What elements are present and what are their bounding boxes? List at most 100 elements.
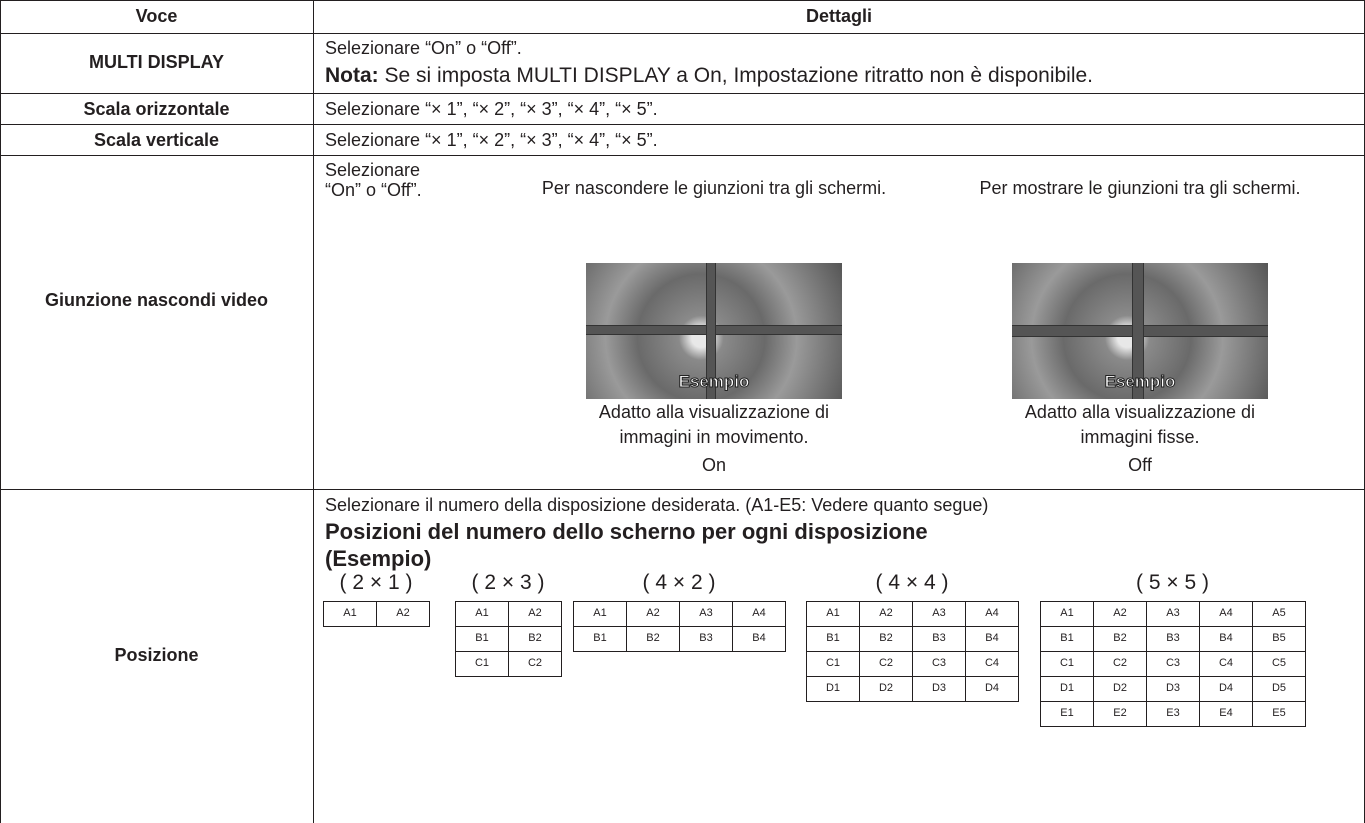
layout-cell: B2 [859, 626, 913, 652]
layout-cell: B1 [573, 626, 627, 652]
layout-cell: A5 [1252, 601, 1306, 627]
layout-cell: A1 [806, 601, 860, 627]
detail-text: “On” o “Off”. [325, 180, 422, 200]
border [0, 0, 1365, 1]
layout-cell: D2 [859, 676, 913, 702]
layout-cell: C4 [965, 651, 1019, 677]
layout-label: ( 4 × 2 ) [642, 571, 716, 594]
layout-cell: C3 [1146, 651, 1200, 677]
layout-cell: A1 [455, 601, 509, 627]
layout-cell: E4 [1199, 701, 1253, 727]
layout-cell: A3 [679, 601, 733, 627]
layout-cell: A3 [1146, 601, 1200, 627]
layout-cell: B3 [1146, 626, 1200, 652]
header-item: Voce [135, 6, 178, 26]
row-item: MULTI DISPLAY [88, 52, 224, 72]
layout-cell: A2 [1093, 601, 1147, 627]
note: Nota: Se si imposta MULTI DISPLAY a On, … [325, 64, 1093, 88]
panel-description: Adatto alla visualizzazione di [598, 402, 830, 422]
detail-text: Selezionare [325, 160, 421, 180]
layout-cell: A2 [626, 601, 680, 627]
layout-cell: C1 [1040, 651, 1094, 677]
layout-cell: A4 [1199, 601, 1253, 627]
seam [706, 263, 716, 399]
layout-cell: D2 [1093, 676, 1147, 702]
layout-cell: A1 [323, 601, 377, 627]
layout-cell: E5 [1252, 701, 1306, 727]
seam [1132, 263, 1144, 399]
layout-cell: D4 [1199, 676, 1253, 702]
subheading: (Esempio) [325, 546, 432, 571]
row-item: Posizione [114, 645, 199, 665]
panel-description: Adatto alla visualizzazione di [1024, 402, 1256, 422]
detail-text: Selezionare “On” o “Off”. [325, 38, 522, 58]
layout-cell: A2 [508, 601, 562, 627]
heading: Posizioni del numero dello scherno per o… [325, 519, 928, 544]
layout-cell: A2 [376, 601, 430, 627]
layout-cell: A4 [732, 601, 786, 627]
layout-cell: B3 [912, 626, 966, 652]
border [0, 0, 1, 823]
layout-cell: D3 [1146, 676, 1200, 702]
border [0, 124, 1365, 125]
layout-cell: A1 [1040, 601, 1094, 627]
border [0, 93, 1365, 94]
layout-cell: C1 [455, 651, 509, 677]
layout-cell: D1 [806, 676, 860, 702]
row-item: Scala verticale [93, 130, 220, 150]
detail-text: Selezionare “× 1”, “× 2”, “× 3”, “× 4”, … [325, 130, 658, 150]
layout-cell: C3 [912, 651, 966, 677]
layout-label: ( 2 × 1 ) [339, 571, 413, 594]
layout-cell: A2 [859, 601, 913, 627]
layout-cell: E3 [1146, 701, 1200, 727]
note-label: Nota: [325, 64, 379, 87]
layout-label: ( 4 × 4 ) [875, 571, 949, 594]
detail-text: Selezionare il numero della disposizione… [325, 495, 989, 515]
layout-cell: A4 [965, 601, 1019, 627]
layout-cell: C4 [1199, 651, 1253, 677]
image-label: Esempio [678, 372, 750, 392]
layout-cell: C2 [859, 651, 913, 677]
layout-cell: B5 [1252, 626, 1306, 652]
layout-cell: D5 [1252, 676, 1306, 702]
panel-caption: Per nascondere le giunzioni tra gli sche… [541, 178, 887, 198]
panel-mode: On [701, 455, 726, 475]
layout-cell: B1 [1040, 626, 1094, 652]
layout-label: ( 5 × 5 ) [1136, 571, 1209, 594]
layout-cell: A3 [912, 601, 966, 627]
layout-cell: E1 [1040, 701, 1094, 727]
panel-mode: Off [1128, 455, 1152, 475]
layout-cell: B4 [965, 626, 1019, 652]
layout-cell: B1 [455, 626, 509, 652]
border [313, 0, 314, 823]
layout-cell: B2 [508, 626, 562, 652]
layout-cell: B4 [1199, 626, 1253, 652]
layout-cell: B3 [679, 626, 733, 652]
row-item: Scala orizzontale [83, 99, 230, 119]
border [0, 155, 1365, 156]
layout-cell: C2 [508, 651, 562, 677]
layout-cell: C2 [1093, 651, 1147, 677]
layout-cell: C1 [806, 651, 860, 677]
panel-caption: Per mostrare le giunzioni tra gli scherm… [979, 178, 1301, 198]
border [0, 33, 1365, 34]
image-label: Esempio [1104, 372, 1176, 392]
layout-cell: B1 [806, 626, 860, 652]
border [0, 489, 1365, 490]
panel-description: immagini in movimento. [619, 427, 809, 447]
layout-cell: B2 [1093, 626, 1147, 652]
detail-text: Selezionare “× 1”, “× 2”, “× 3”, “× 4”, … [325, 99, 658, 119]
layout-cell: D1 [1040, 676, 1094, 702]
row-item: Giunzione nascondi video [44, 290, 269, 310]
layout-cell: B4 [732, 626, 786, 652]
layout-cell: B2 [626, 626, 680, 652]
layout-cell: D3 [912, 676, 966, 702]
layout-cell: C5 [1252, 651, 1306, 677]
layout-cell: D4 [965, 676, 1019, 702]
layout-cell: A1 [573, 601, 627, 627]
layout-cell: E2 [1093, 701, 1147, 727]
header-details: Dettagli [805, 6, 872, 26]
note-text: Se si imposta MULTI DISPLAY a On, Impost… [384, 64, 1094, 87]
panel-description: immagini fisse. [1080, 427, 1200, 447]
